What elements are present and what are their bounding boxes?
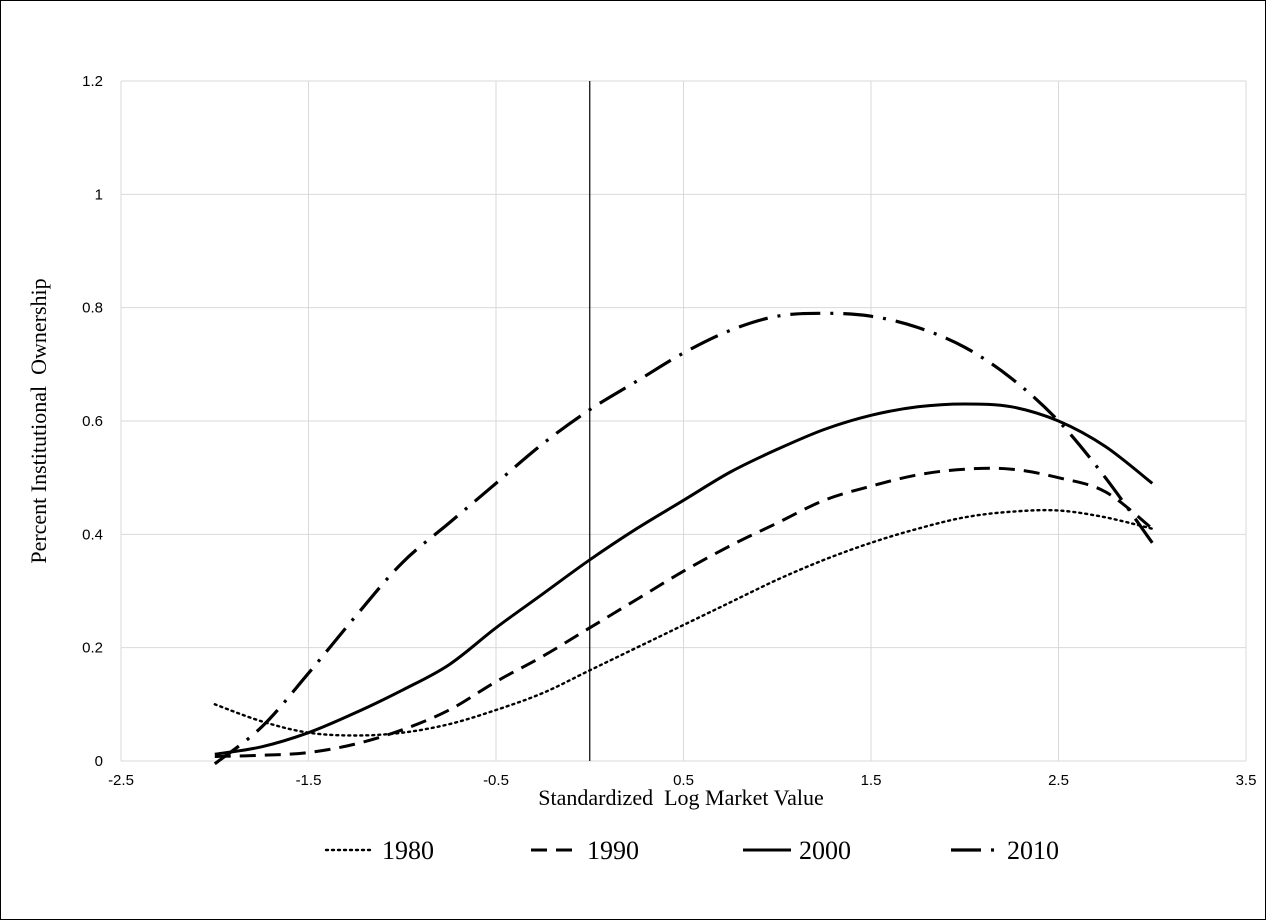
legend-label-2010: 2010: [1007, 836, 1059, 865]
legend-label-2000: 2000: [799, 836, 851, 865]
y-axis-title: Percent Institutional Ownership: [26, 278, 51, 563]
x-tick-label: 2.5: [1048, 772, 1069, 789]
x-axis-title: Standardized Log Market Value: [538, 785, 824, 810]
series-line-1990: [214, 466, 1154, 758]
series-line-1980: [213, 508, 1154, 737]
legend: 1980 1990 2000 2010: [324, 836, 1059, 865]
x-tick-label: 3.5: [1236, 772, 1257, 789]
x-tick-label: -1.5: [296, 772, 322, 789]
series-line-2000: [214, 402, 1154, 756]
x-tick-label: 1.5: [861, 772, 882, 789]
tick-labels: -2.5 -1.5 -0.5 0.5 1.5 2.5 3.5 0 0.2 0.4 0.6 0.8 1 1.…: [82, 73, 1256, 789]
y-tick-label: 0.4: [82, 526, 103, 543]
y-tick-label: 0: [95, 753, 103, 770]
series-lines: [213, 311, 1154, 766]
y-tick-label: 0.2: [82, 640, 103, 657]
legend-label-1990: 1990: [587, 836, 639, 865]
y-tick-label: 0.8: [82, 300, 103, 317]
series-line-2010: [213, 311, 1154, 766]
y-tick-label: 1.2: [82, 73, 103, 90]
legend-label-1980: 1980: [382, 836, 434, 865]
grid-lines: [120, 80, 1247, 762]
x-tick-label: -2.5: [108, 772, 134, 789]
x-tick-label: 0.5: [673, 772, 694, 789]
x-tick-label: -0.5: [483, 772, 509, 789]
y-tick-label: 1: [95, 186, 103, 203]
y-tick-label: 0.6: [82, 413, 103, 430]
